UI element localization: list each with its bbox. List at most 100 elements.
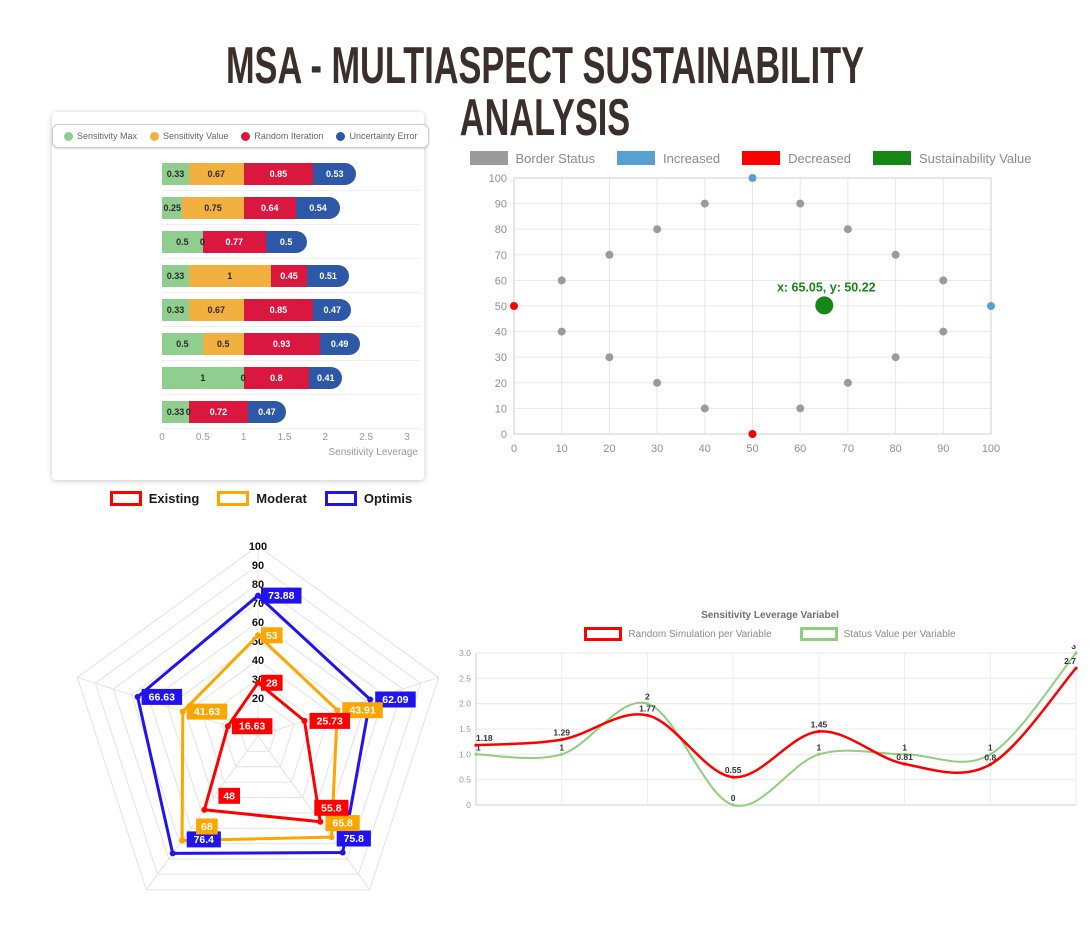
scatter-point[interactable] [987, 302, 995, 310]
line-point[interactable] [903, 762, 907, 766]
bar-segment[interactable]: 0.33 [162, 299, 189, 321]
line-point[interactable] [731, 775, 735, 779]
legend-item[interactable]: Border Status [469, 151, 595, 166]
scatter-point[interactable] [939, 276, 948, 285]
bar-segment[interactable]: 0.77 [202, 231, 266, 253]
radar-point[interactable] [179, 708, 186, 715]
legend-item[interactable]: Random Simulation per Variable [584, 627, 772, 641]
legend-item[interactable]: Sustainability Value [872, 151, 1031, 166]
radar-polygon[interactable] [180, 633, 339, 842]
bar-segment[interactable]: 0.33 [162, 163, 189, 185]
scatter-point[interactable] [891, 353, 900, 362]
scatter-point[interactable] [557, 327, 566, 336]
line-point[interactable] [560, 738, 564, 742]
radar-point[interactable] [169, 850, 176, 857]
bar-segment[interactable]: 0.49 [319, 333, 360, 355]
bar-segment[interactable]: 1 [162, 367, 244, 389]
line-point[interactable] [817, 752, 821, 756]
bar-segment[interactable]: 0.45 [270, 265, 308, 287]
scatter-point[interactable] [510, 302, 518, 310]
scatter-point[interactable] [557, 276, 566, 285]
scatter-point[interactable] [939, 327, 948, 336]
legend-item[interactable]: Uncertainty Error [336, 131, 417, 141]
scatter-point[interactable] [815, 296, 834, 315]
bar-segment[interactable]: 0.85 [243, 299, 314, 321]
bar-segment[interactable]: 0.47 [247, 401, 287, 423]
radar-value-label-box [375, 691, 416, 708]
scatter-point[interactable] [653, 225, 662, 234]
bar-segment[interactable]: 0.93 [243, 333, 320, 355]
scatter-point[interactable] [605, 353, 614, 362]
bar-segment[interactable]: 0.25 [162, 197, 183, 219]
bar-segment[interactable]: 0.5 [202, 333, 244, 355]
scatter-point[interactable] [796, 199, 805, 208]
scatter-point[interactable] [748, 174, 757, 182]
line-point[interactable] [1074, 651, 1078, 655]
line-point[interactable] [645, 702, 649, 706]
legend-item[interactable]: Decreased [742, 151, 851, 166]
radar-point[interactable] [134, 693, 141, 700]
radar-point[interactable] [367, 696, 374, 703]
bar-segment[interactable]: 0.5 [162, 231, 203, 253]
bar-segment[interactable]: 0.85 [243, 163, 314, 185]
bar-segment[interactable]: 0.41 [309, 367, 343, 389]
bar-segment[interactable]: 0.33 [162, 265, 189, 287]
line-point[interactable] [645, 713, 649, 717]
bar-segment[interactable]: 0.5 [265, 231, 307, 253]
legend-item[interactable]: Random Iteration [241, 131, 323, 141]
line-point[interactable] [731, 803, 735, 807]
line-point[interactable] [988, 752, 992, 756]
legend-item[interactable]: Existing [109, 490, 199, 506]
scatter-point[interactable] [653, 378, 662, 387]
legend-item[interactable]: Moderat [217, 490, 307, 506]
bar-segment[interactable]: 0.47 [313, 299, 352, 321]
scatter-point[interactable] [748, 430, 757, 438]
line-point[interactable] [474, 743, 478, 747]
legend-item[interactable]: Sensitivity Max [64, 131, 137, 141]
scatter-point[interactable] [700, 199, 709, 208]
bar-segment[interactable]: 1 [188, 265, 271, 287]
bar-segment[interactable]: 0.67 [188, 299, 244, 321]
legend-item[interactable]: Status Value per Variable [799, 627, 956, 641]
bar-segment[interactable]: 0.75 [182, 197, 244, 219]
scatter-point[interactable] [843, 225, 852, 234]
scatter-point[interactable] [843, 378, 852, 387]
bar-segment[interactable]: 0.53 [313, 163, 357, 185]
radar-point[interactable] [201, 806, 208, 813]
scatter-point[interactable] [891, 250, 900, 259]
bar-segment[interactable]: 0.72 [188, 401, 248, 423]
radar-polygon[interactable] [136, 594, 372, 855]
line-point[interactable] [903, 752, 907, 756]
radar-point[interactable] [339, 849, 346, 856]
scatter-point[interactable] [605, 250, 614, 259]
line-point[interactable] [1074, 666, 1078, 670]
scatter-point[interactable] [700, 404, 709, 413]
radar-plot: 203040506070809010073.8862.0975.876.466.… [76, 540, 440, 891]
bar-zero-label: 0 [240, 373, 246, 383]
bar-segment[interactable]: 0.51 [307, 265, 349, 287]
legend-item[interactable]: Optimis [324, 490, 412, 506]
radar-point[interactable] [317, 818, 324, 825]
scatter-point[interactable] [796, 404, 805, 413]
radar-point[interactable] [334, 707, 341, 714]
radar-point[interactable] [328, 834, 335, 841]
radar-ring [149, 621, 367, 829]
legend-item[interactable]: Increased [617, 151, 720, 166]
radar-point[interactable] [255, 632, 261, 639]
legend-item[interactable]: Sensitivity Value [150, 131, 228, 141]
bar-segment[interactable]: 0.64 [243, 197, 296, 219]
line-point[interactable] [474, 752, 478, 756]
line-point[interactable] [560, 752, 564, 756]
bar-segment[interactable]: 0.5 [162, 333, 203, 355]
radar-point[interactable] [179, 837, 186, 844]
line-point[interactable] [817, 729, 821, 734]
bar-segment[interactable]: 0.33 [162, 401, 189, 423]
radar-point[interactable] [301, 717, 308, 724]
radar-point[interactable] [255, 679, 261, 686]
radar-point[interactable] [224, 723, 231, 730]
bar-segment[interactable]: 0.8 [243, 367, 309, 389]
line-point[interactable] [988, 762, 992, 767]
bar-segment[interactable]: 0.54 [295, 197, 341, 219]
bar-segment[interactable]: 0.67 [188, 163, 244, 185]
radar-point[interactable] [255, 592, 261, 599]
